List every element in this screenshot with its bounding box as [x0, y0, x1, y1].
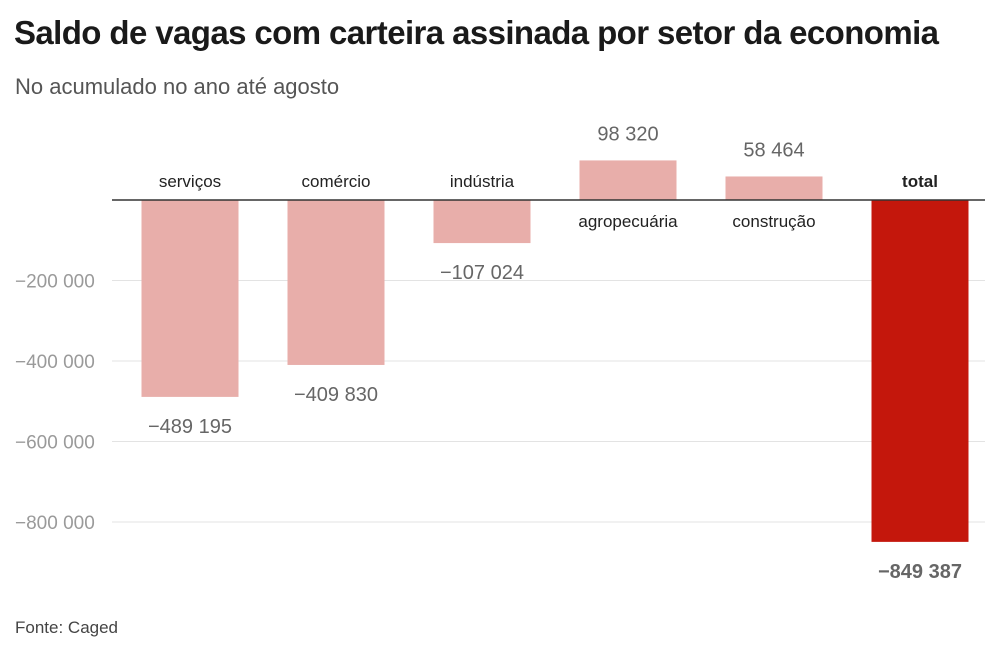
y-tick-label: −600 000: [15, 433, 95, 454]
y-tick-label: −400 000: [15, 352, 95, 373]
chart-subtitle: No acumulado no ano até agosto: [15, 74, 340, 99]
category-label: comércio: [302, 172, 371, 191]
category-label: indústria: [450, 172, 515, 191]
category-label: construção: [732, 212, 815, 231]
category-label: total: [902, 172, 938, 191]
source-note: Fonte: Caged: [15, 618, 119, 637]
category-label: agropecuária: [578, 212, 678, 231]
category-label: serviços: [159, 172, 221, 191]
y-tick-label: −800 000: [15, 513, 95, 534]
bar: [287, 200, 385, 365]
bar: [579, 160, 677, 200]
bar: [725, 176, 823, 200]
data-label: −849 387: [878, 561, 962, 583]
bar: [871, 200, 969, 542]
data-label: −107 024: [440, 262, 524, 284]
data-label: 58 464: [743, 139, 804, 161]
bar: [141, 200, 239, 397]
data-label: −409 830: [294, 384, 378, 406]
data-label: 98 320: [597, 123, 658, 145]
chart-title: Saldo de vagas com carteira assinada por…: [14, 14, 939, 51]
data-label: −489 195: [148, 416, 232, 438]
y-tick-label: −200 000: [15, 272, 95, 293]
bar: [433, 200, 531, 244]
